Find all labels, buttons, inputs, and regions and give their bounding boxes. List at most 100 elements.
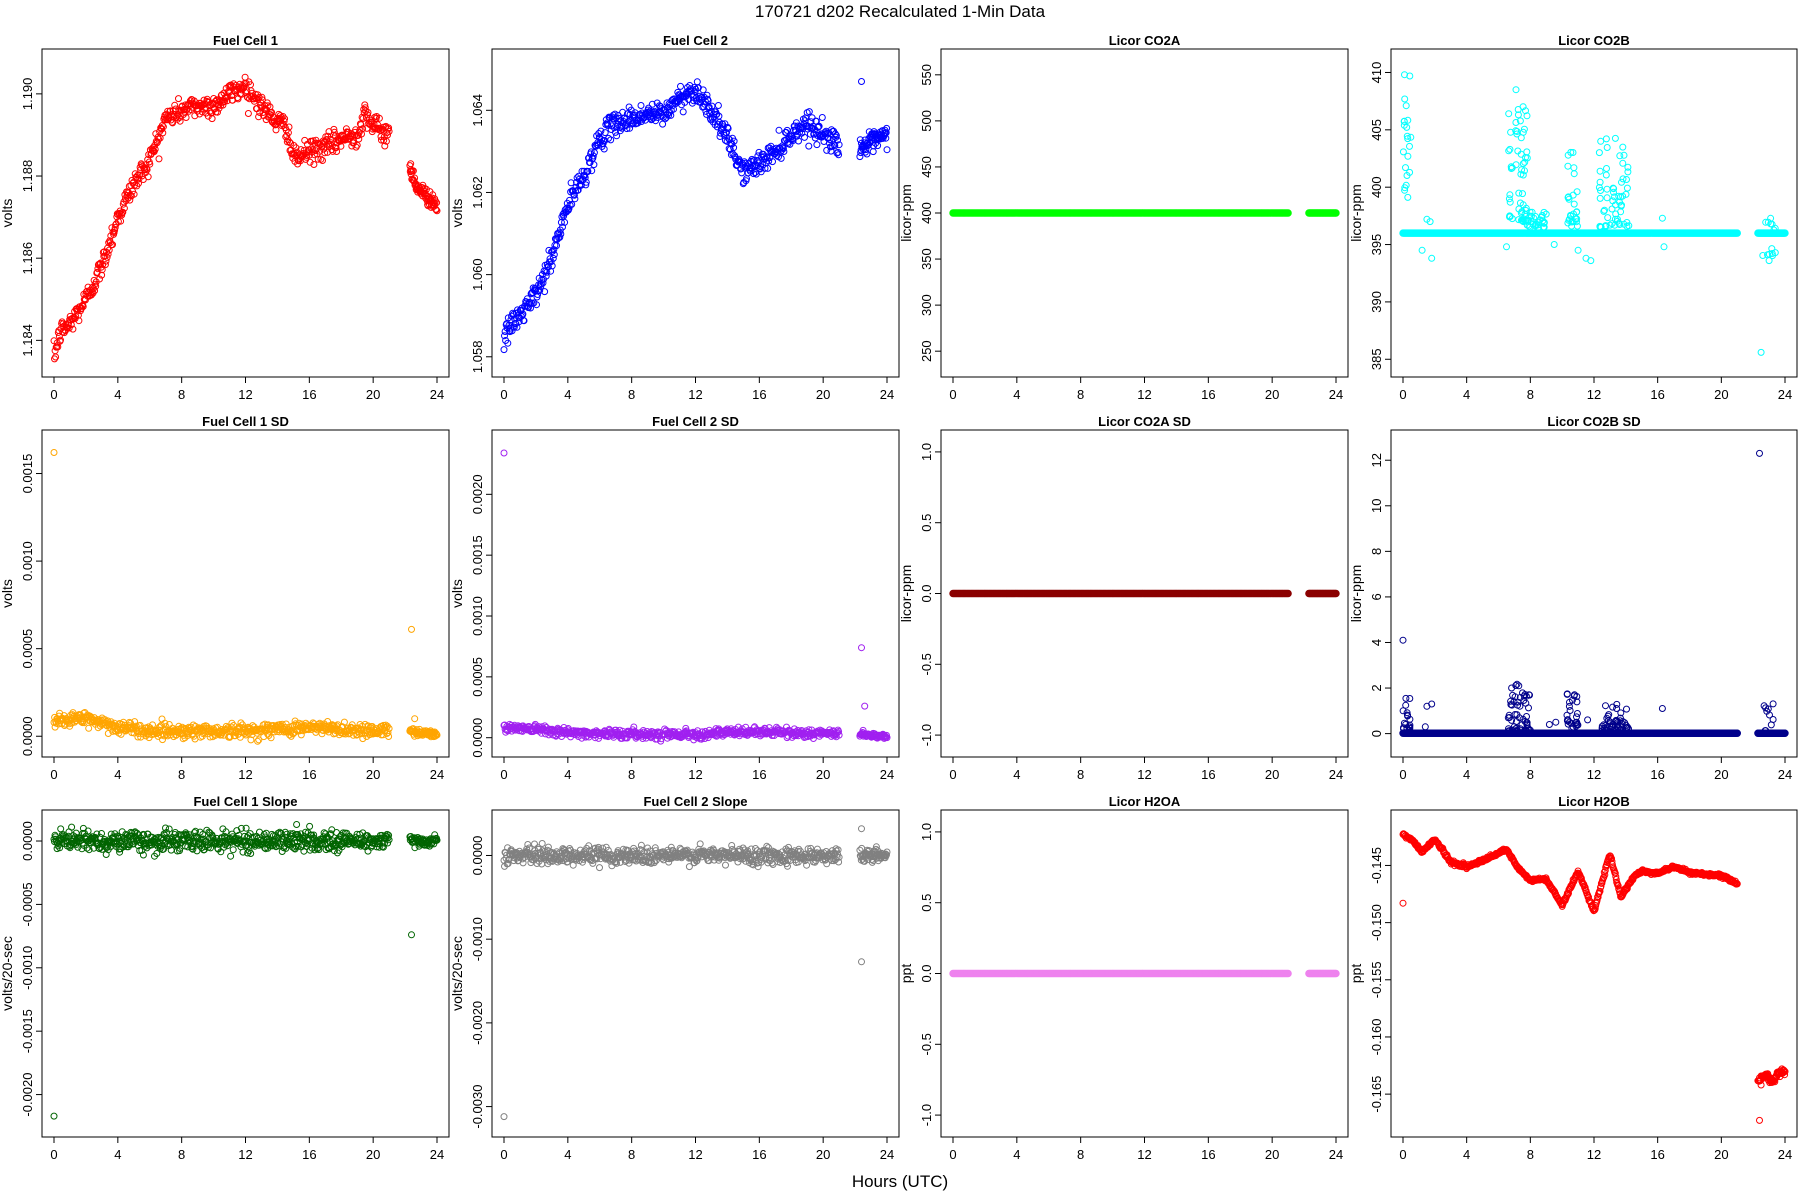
data-point [557,230,565,238]
data-point [723,129,730,137]
y-axis-label: volts [0,199,15,228]
data-point [1406,695,1414,702]
data-point [135,179,142,187]
data-point [101,261,109,269]
y-tick-label: 8 [1369,548,1384,555]
data-point [708,102,716,110]
data-point [98,266,106,274]
data-point [182,114,190,121]
y-tick-label: 0.0000 [470,718,485,758]
y-tick-label: 2 [1369,684,1384,691]
data-point [144,173,152,181]
x-tick-label: 20 [1714,767,1728,782]
x-tick-label: 12 [1587,387,1601,402]
y-axis-label: licor-ppm [1348,565,1364,623]
data-point [780,148,788,155]
data-point [1733,229,1742,237]
y-tick-label: 0.5 [919,514,934,532]
data-point [827,147,835,155]
data-point [319,157,326,164]
data-point [158,122,166,129]
y-tick-label: 0.0005 [470,657,485,697]
data-point [814,123,822,131]
x-tick-label: 0 [500,767,507,782]
data-point [330,125,338,133]
data-point [407,160,415,168]
data-point [1624,163,1632,171]
data-point [500,346,508,354]
data-point [310,161,318,168]
data-point [659,120,667,128]
data-point [332,144,340,152]
data-point [1545,721,1553,728]
y-axis-label: licor-ppm [1348,184,1364,242]
x-tick-label: 0 [949,767,956,782]
data-point [1418,246,1426,254]
y-tick-label: 4 [1369,639,1384,646]
data-point [152,130,160,138]
y-tick-label: 250 [919,340,934,362]
data-point [764,164,772,172]
y-tick-label: 1.0 [919,443,934,461]
data-point [777,154,785,162]
x-tick-label: 4 [564,767,571,782]
data-point [587,148,595,156]
data-point [550,251,558,259]
data-point [307,145,315,153]
data-point [368,118,376,126]
data-point [74,311,82,319]
x-tick-label: 4 [114,387,121,402]
x-tick-label: 16 [752,387,766,402]
data-point [769,158,776,166]
data-point [1619,159,1627,167]
data-point [357,121,365,129]
x-tick-label: 8 [628,387,635,402]
data-point [714,102,722,109]
data-point [509,309,517,317]
data-point [508,327,516,335]
data-point [281,115,289,123]
data-point [433,207,441,215]
data-point [1597,137,1605,145]
data-point [1284,589,1292,598]
plot-frame [1390,48,1798,378]
x-tick-label: 4 [114,1147,121,1162]
y-tick-label: 395 [1369,234,1384,256]
data-point [1660,243,1668,251]
data-point [588,167,596,175]
data-point [730,137,738,145]
data-point [1421,723,1429,731]
x-tick-label: 12 [238,1147,252,1162]
data-point [714,120,722,128]
data-point [75,317,83,325]
data-point [570,191,578,199]
data-point [171,101,179,109]
data-point [1623,705,1630,713]
data-point [501,332,508,340]
y-tick-label: 1.190 [20,78,35,111]
data-point [788,133,795,141]
data-point [219,101,227,109]
data-point [883,124,891,132]
x-tick-label: 12 [238,387,252,402]
y-tick-label: -0.0015 [20,1009,35,1053]
data-point [212,97,220,104]
data-point [175,95,182,103]
data-point [713,110,721,118]
data-point [1514,147,1522,155]
data-point [826,136,834,144]
data-point [828,126,835,134]
data-point [317,155,325,163]
y-tick-label: 0.0 [919,584,934,602]
x-tick-label: 16 [1650,387,1664,402]
data-point [699,86,707,94]
data-point [504,339,512,347]
data-point [55,332,63,340]
data-point [92,282,100,290]
data-point [1603,144,1611,151]
y-tick-label: 1.058 [470,341,485,374]
data-point [601,129,609,137]
data-point [1781,729,1789,737]
data-point [571,195,579,203]
